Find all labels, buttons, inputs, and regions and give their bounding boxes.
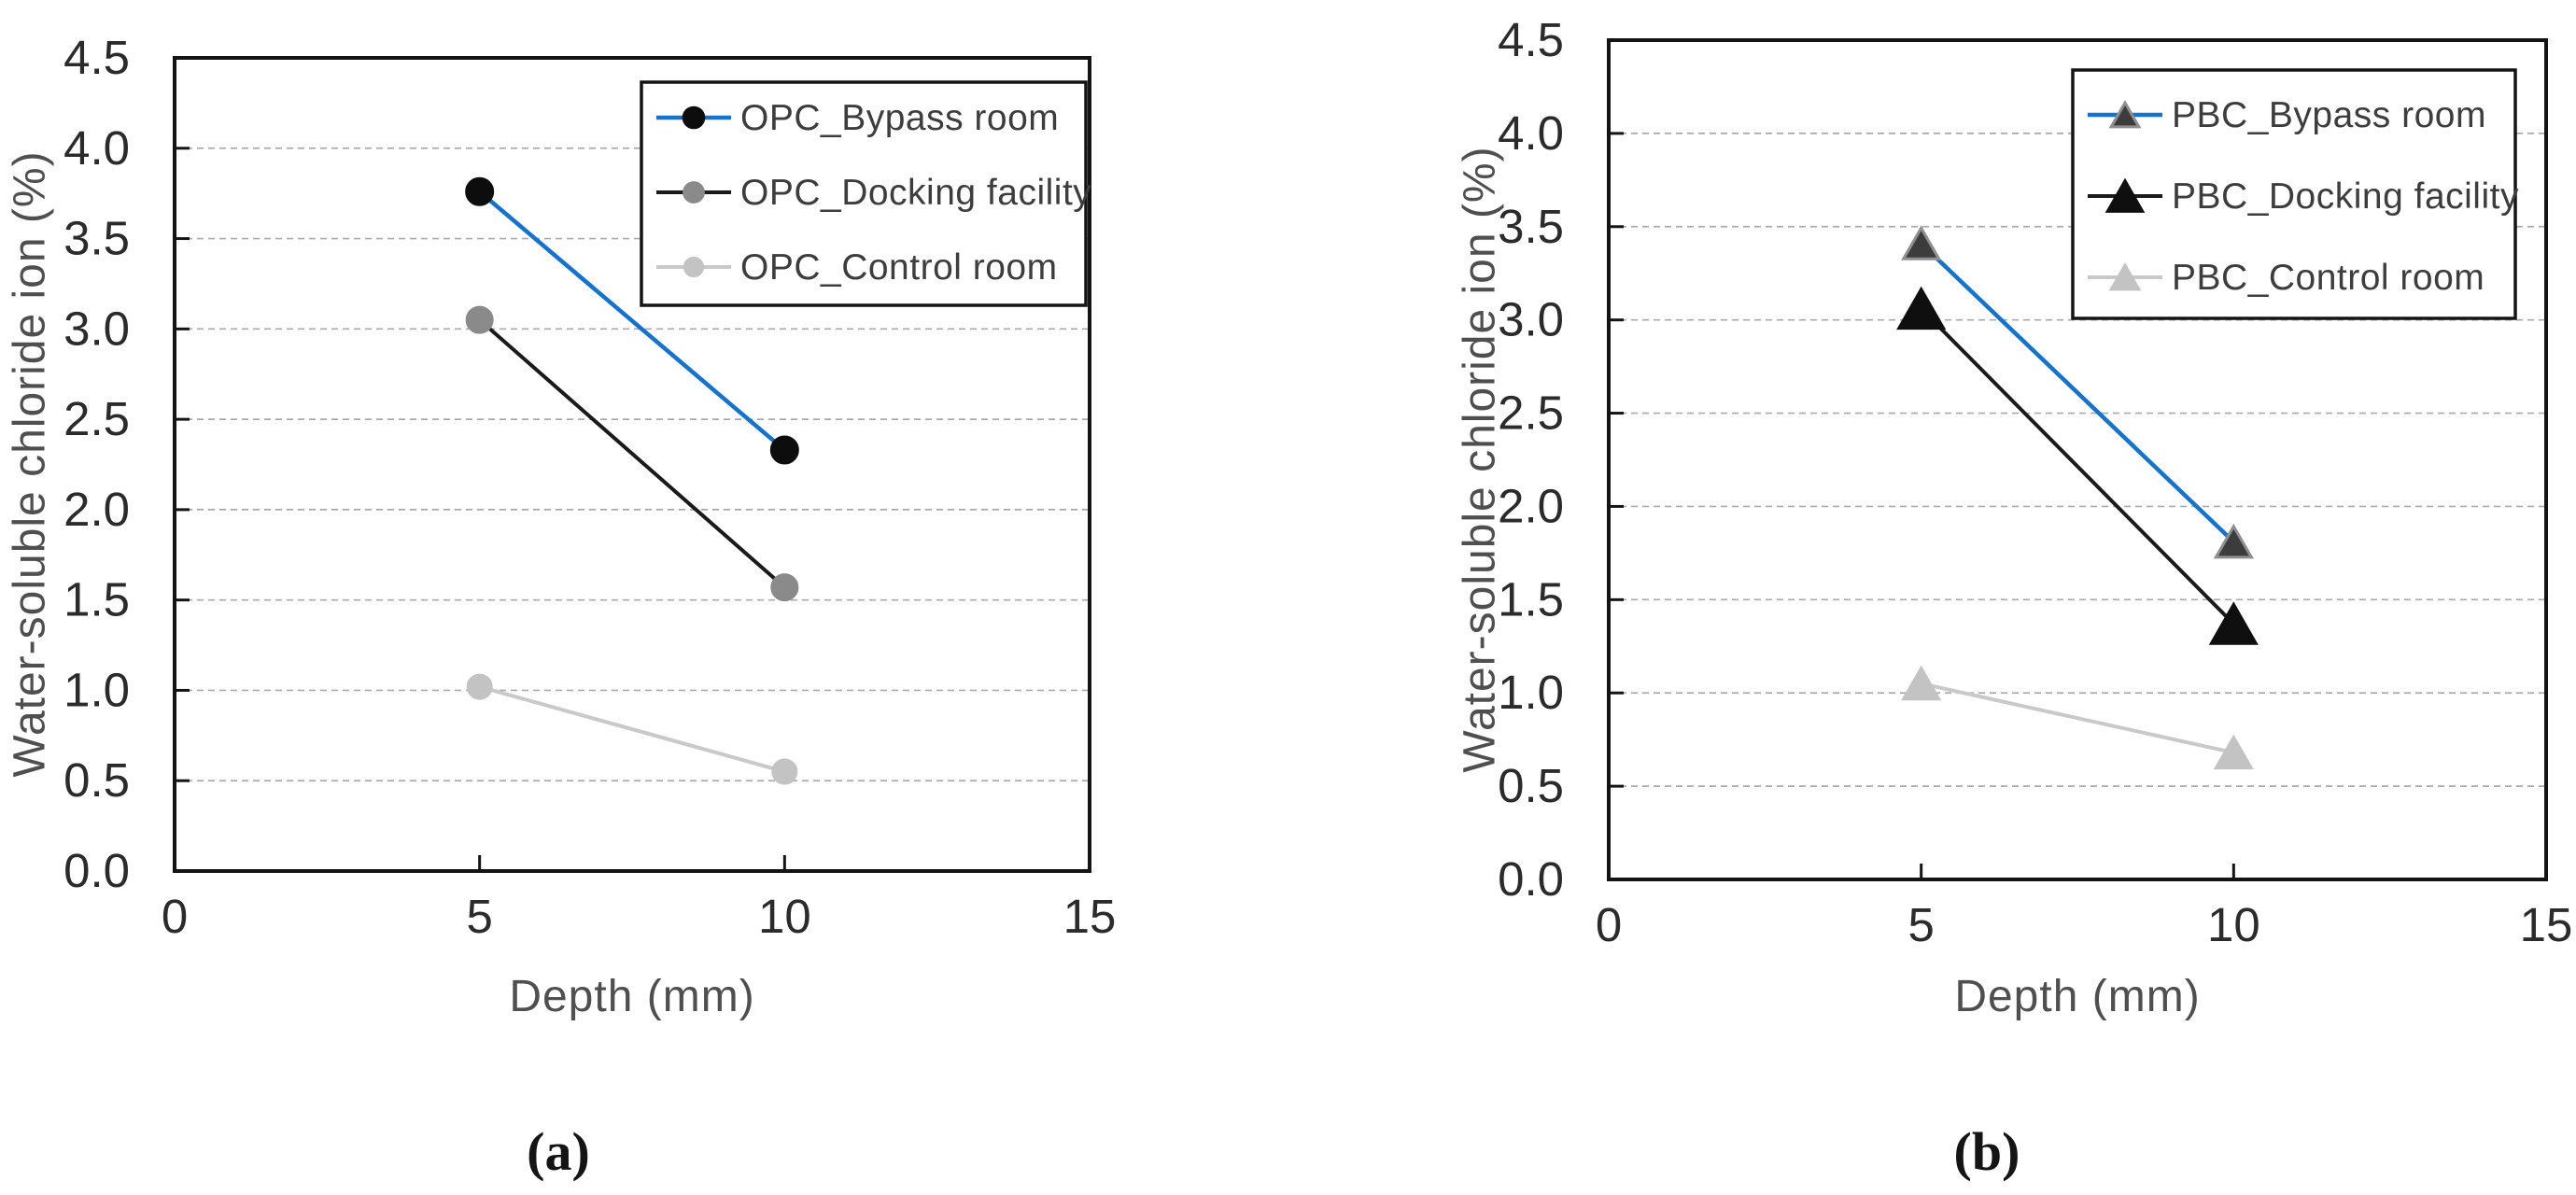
x-tick-label: 10 [758, 890, 811, 943]
legend-label: OPC_Docking facility [740, 173, 1091, 213]
y-tick-label: 4.5 [63, 31, 130, 84]
y-tick-label: 3.5 [63, 212, 130, 265]
series-marker [465, 305, 494, 334]
legend-label: PBC_Docking facility [2172, 176, 2519, 217]
series-line [477, 317, 787, 590]
legend-label: OPC_Control room [740, 247, 1058, 288]
y-tick-label: 2.5 [63, 392, 130, 445]
series-marker [682, 105, 706, 130]
series-line [1919, 241, 2236, 544]
series-marker [2108, 262, 2142, 291]
series-marker [1901, 225, 1942, 260]
series-marker [770, 573, 799, 602]
series-marker [1896, 286, 1947, 330]
x-tick-label: 0 [1596, 898, 1622, 951]
series-marker [1901, 665, 1942, 701]
x-tick-label: 0 [162, 890, 188, 943]
series-line [1919, 682, 2236, 755]
y-tick-label: 2.0 [1498, 479, 1564, 532]
y-tick-label: 4.0 [1498, 106, 1564, 160]
series-line [477, 684, 787, 774]
chart-panel-a: 0.0 0.5 1.0 1.5 2.0 2.5 3.0 3.5 4.0 4.5 0 5 10 15 OPC_… [63, 31, 1117, 943]
legend-label: PBC_Bypass room [2172, 95, 2486, 135]
legend: PBC_Bypass room PBC_Docking facility PBC_C… [2071, 68, 2519, 320]
series-marker [769, 435, 799, 465]
legend-label: PBC_Control room [2172, 258, 2485, 298]
series-marker [2104, 177, 2146, 213]
y-tick-label: 3.0 [63, 302, 130, 355]
y-tick-label: 0.0 [63, 844, 130, 897]
y-tick-label: 1.0 [1498, 666, 1564, 719]
x-tick-label: 5 [466, 890, 492, 943]
y-tick-label: 3.5 [1498, 200, 1564, 253]
y-tick-label: 0.0 [1498, 852, 1564, 906]
y-tick-label: 0.5 [63, 753, 130, 807]
y-tick-label: 2.0 [63, 483, 130, 536]
panel-caption-a: (a) [527, 1121, 590, 1182]
series-marker [2108, 100, 2142, 129]
x-axis-title: Depth (mm) [1954, 972, 2201, 1021]
y-tick-label: 4.5 [1498, 13, 1564, 66]
series-marker [2213, 734, 2254, 770]
plot-border [1607, 38, 2548, 881]
y-tick-label: 1.0 [63, 663, 130, 716]
y-tick-label: 2.5 [1498, 387, 1564, 440]
series-marker [465, 176, 495, 206]
series-marker [683, 256, 705, 278]
series-line [477, 189, 787, 453]
y-tick-label: 1.5 [1498, 572, 1564, 626]
x-tick-label: 15 [1063, 890, 1117, 943]
x-axis-title: Depth (mm) [509, 972, 755, 1021]
x-tick-label: 10 [2207, 898, 2260, 951]
x-tick-label: 15 [2520, 898, 2573, 951]
y-tick-label: 4.0 [63, 121, 130, 175]
legend-label: OPC_Bypass room [740, 98, 1059, 138]
x-tick-label: 5 [1907, 898, 1934, 951]
series-marker [2208, 601, 2259, 645]
series-marker [466, 673, 493, 700]
panel-caption-b: (b) [1953, 1121, 2020, 1182]
y-axis-title: Water-soluble chloride ion (%) [1455, 146, 1505, 773]
plot-border [173, 56, 1091, 873]
y-axis-title: Water-soluble chloride ion (%) [5, 150, 55, 778]
series-marker [2213, 523, 2254, 559]
y-tick-label: 1.5 [63, 573, 130, 626]
y-tick-label: 3.0 [1498, 293, 1564, 346]
series-marker [683, 181, 705, 204]
series-marker [771, 758, 798, 785]
series-line [1919, 306, 2236, 626]
y-tick-label: 0.5 [1498, 759, 1564, 812]
chart-panel-b: 0.0 0.5 1.0 1.5 2.0 2.5 3.0 3.5 4.0 4.5 0 5 10 15 PBC_… [1498, 13, 2573, 951]
legend: OPC_Bypass room OPC_Docking facility OPC_C… [640, 80, 1091, 307]
